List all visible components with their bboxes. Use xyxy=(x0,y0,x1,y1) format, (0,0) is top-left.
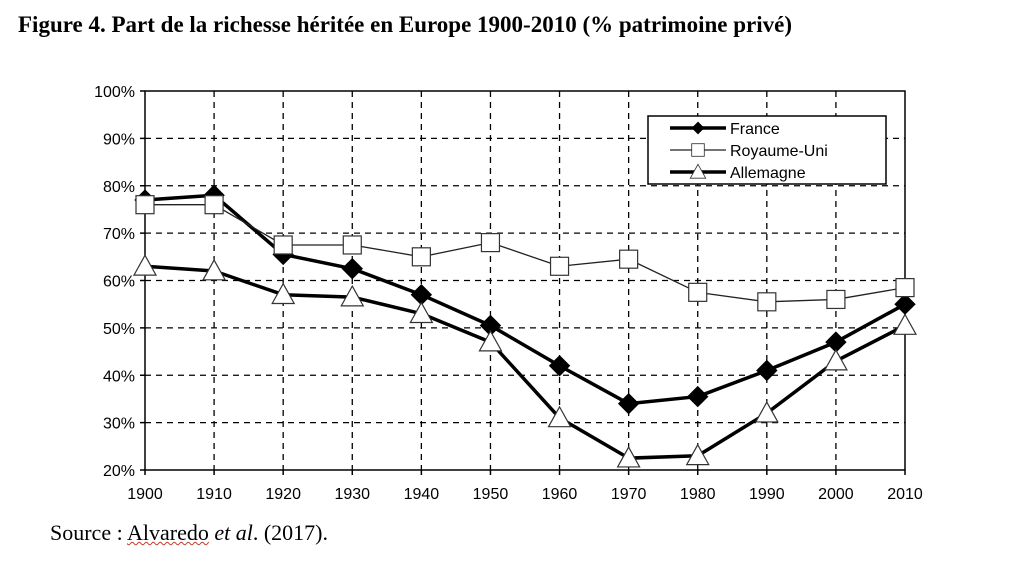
data-point-allemagne xyxy=(271,282,296,305)
x-axis-ticks: 1900 1910 1920 1930 1940 1950 1960 1970 1980 1990… xyxy=(127,470,923,503)
y-tick-label: 60% xyxy=(103,274,135,291)
legend-label-allemagne: Allemagne xyxy=(730,165,806,182)
series-france xyxy=(134,184,916,415)
series-royaume-uni xyxy=(135,195,915,312)
data-point-allemagne xyxy=(823,348,848,371)
data-point-allemagne xyxy=(409,301,434,324)
grid xyxy=(145,91,905,470)
legend-marker-royaume-uni xyxy=(691,143,705,157)
x-tick-label: 1970 xyxy=(611,486,647,503)
data-point-allemagne xyxy=(202,258,227,281)
data-point-royaume-uni xyxy=(688,282,708,302)
legend-label-france: France xyxy=(730,121,780,138)
data-point-france xyxy=(341,257,363,280)
data-point-france xyxy=(548,355,571,377)
series-line-allemagne xyxy=(144,264,906,460)
series-allemagne xyxy=(132,254,918,468)
source-etal: et al xyxy=(208,520,253,545)
legend-label-royaume-uni: Royaume-Uni xyxy=(730,143,828,160)
data-point-royaume-uni xyxy=(619,249,639,269)
data-point-allemagne xyxy=(616,445,641,468)
data-point-royaume-uni xyxy=(204,195,224,215)
data-point-royaume-uni xyxy=(549,256,570,276)
x-tick-label: 1900 xyxy=(127,486,163,503)
data-point-royaume-uni xyxy=(480,233,501,253)
data-point-france xyxy=(617,392,640,415)
y-tick-label: 20% xyxy=(103,463,135,480)
x-tick-label: 2000 xyxy=(818,486,854,503)
data-point-royaume-uni xyxy=(757,292,777,312)
series-layer xyxy=(132,184,918,468)
x-tick-label: 1980 xyxy=(680,486,716,503)
data-point-royaume-uni xyxy=(411,247,431,267)
data-point-royaume-uni xyxy=(826,289,846,310)
data-point-allemagne xyxy=(132,254,158,276)
legend: France Royaume-Uni Allemagne xyxy=(647,115,887,185)
x-tick-label: 1960 xyxy=(542,486,578,503)
data-point-allemagne xyxy=(478,329,503,352)
data-point-france xyxy=(756,359,778,382)
source-suffix: . (2017). xyxy=(252,520,329,545)
y-tick-label: 90% xyxy=(103,131,135,148)
series-line-royaume-uni xyxy=(145,204,906,303)
y-tick-label: 70% xyxy=(103,226,135,243)
x-tick-label: 1930 xyxy=(334,486,370,503)
data-point-france xyxy=(687,385,709,408)
x-tick-label: 1940 xyxy=(404,486,440,503)
x-tick-label: 1910 xyxy=(196,486,232,503)
series-line-france xyxy=(144,193,906,406)
y-tick-label: 50% xyxy=(103,321,135,338)
y-tick-label: 100% xyxy=(94,84,135,101)
x-tick-label: 1990 xyxy=(749,486,785,503)
data-point-allemagne xyxy=(547,405,572,428)
data-point-allemagne xyxy=(340,284,365,307)
y-tick-label: 40% xyxy=(103,368,135,385)
figure-title: Figure 4. Part de la richesse héritée en… xyxy=(18,12,792,37)
data-point-allemagne xyxy=(892,313,918,335)
data-point-royaume-uni xyxy=(273,235,293,255)
x-tick-label: 2010 xyxy=(887,486,923,503)
data-point-royaume-uni xyxy=(895,278,915,298)
source-note: Source : Alvaredo et al. (2017). xyxy=(50,520,328,546)
data-point-royaume-uni xyxy=(135,195,155,215)
x-tick-label: 1950 xyxy=(473,486,509,503)
data-point-royaume-uni xyxy=(342,235,362,255)
data-point-allemagne xyxy=(685,443,710,466)
legend-marker-allemagne xyxy=(689,163,707,179)
y-tick-label: 80% xyxy=(103,179,135,196)
source-prefix: Source : xyxy=(50,520,127,545)
x-tick-label: 1920 xyxy=(265,486,301,503)
y-tick-label: 30% xyxy=(103,416,135,433)
source-author: Alvaredo xyxy=(127,520,209,545)
data-point-allemagne xyxy=(754,400,779,423)
y-axis-ticks: 20% 30% 40% 50% 60% 70% 80% 90% 100% xyxy=(94,84,145,480)
legend-marker-france xyxy=(691,121,705,135)
